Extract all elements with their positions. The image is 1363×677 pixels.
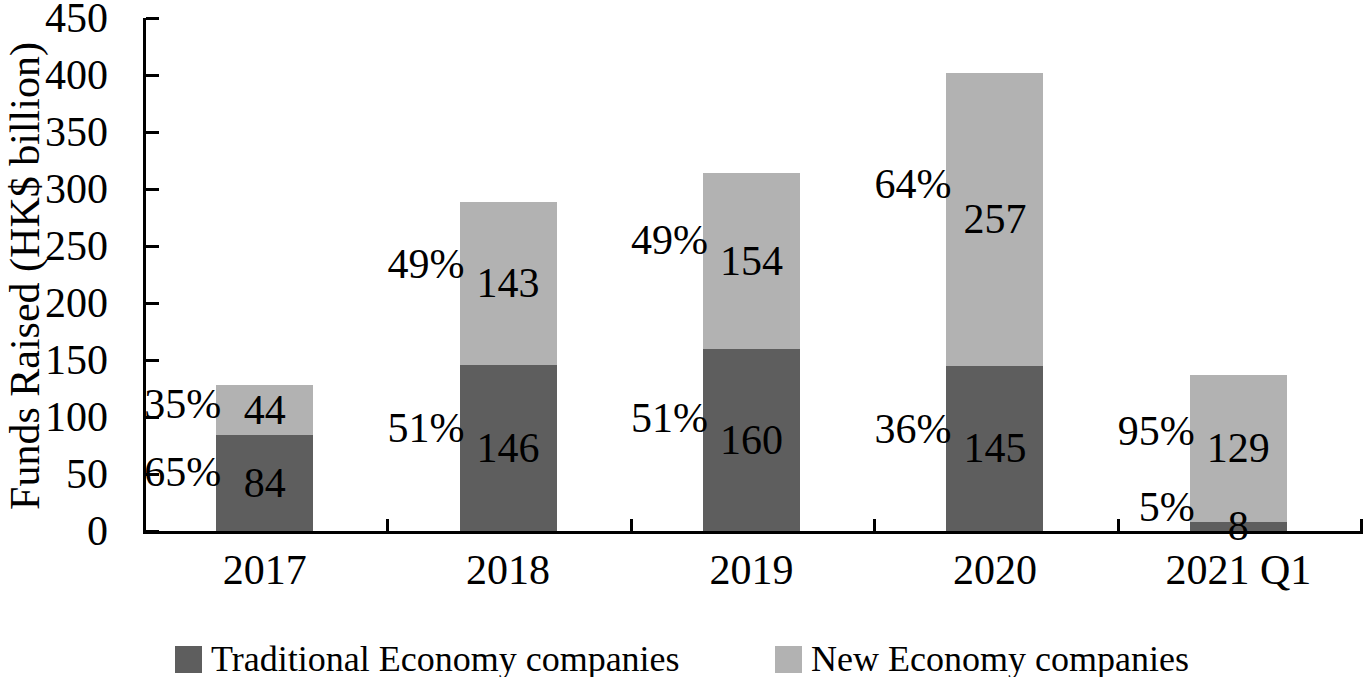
y-tick-mark <box>146 188 159 191</box>
x-category-label-2017: 2017 <box>165 545 365 595</box>
y-tick-label: 450 <box>3 0 108 43</box>
percent-label-2020: 64% <box>811 159 951 209</box>
percent-label-2017: 65% <box>81 447 221 497</box>
stacked-bar-chart: Funds Raised (HK$ billion) 0501001502002… <box>0 0 1363 677</box>
y-tick-label: 300 <box>3 164 108 214</box>
percent-label-2021 Q1: 5% <box>1055 482 1195 532</box>
y-tick-label: 400 <box>3 50 108 100</box>
y-tick-label: 350 <box>3 107 108 157</box>
percent-label-2020: 36% <box>811 404 951 454</box>
y-tick-mark <box>146 17 159 20</box>
legend: Traditional Economy companies New Econom… <box>0 641 1363 677</box>
y-tick-mark <box>146 74 159 77</box>
x-tick-mark <box>630 519 633 532</box>
percent-label-2018: 49% <box>325 239 465 289</box>
legend-label-traditional-economy: Traditional Economy companies <box>211 639 680 677</box>
y-tick-label: 0 <box>3 506 108 556</box>
legend-item-new-economy: New Economy companies <box>775 641 1189 677</box>
x-category-label-2020: 2020 <box>895 545 1095 595</box>
y-tick-mark <box>146 530 159 533</box>
percent-label-2019: 49% <box>568 215 708 265</box>
x-category-label-2019: 2019 <box>652 545 852 595</box>
y-tick-mark <box>146 359 159 362</box>
x-tick-mark <box>386 519 389 532</box>
x-category-label-2018: 2018 <box>408 545 608 595</box>
percent-label-2019: 51% <box>568 393 708 443</box>
percent-label-2018: 51% <box>325 403 465 453</box>
y-tick-label: 200 <box>3 278 108 328</box>
y-tick-mark <box>146 302 159 305</box>
y-tick-label: 150 <box>3 335 108 385</box>
y-tick-mark <box>146 245 159 248</box>
legend-swatch-traditional-economy <box>175 646 202 673</box>
x-tick-mark <box>873 519 876 532</box>
percent-label-2021 Q1: 95% <box>1055 406 1195 456</box>
y-tick-mark <box>146 131 159 134</box>
legend-swatch-new-economy <box>775 646 802 673</box>
y-tick-label: 250 <box>3 221 108 271</box>
legend-label-new-economy: New Economy companies <box>811 639 1189 677</box>
percent-label-2017: 35% <box>81 379 221 429</box>
legend-item-traditional-economy: Traditional Economy companies <box>175 641 680 677</box>
x-category-label-2021 Q1: 2021 Q1 <box>1138 545 1338 595</box>
